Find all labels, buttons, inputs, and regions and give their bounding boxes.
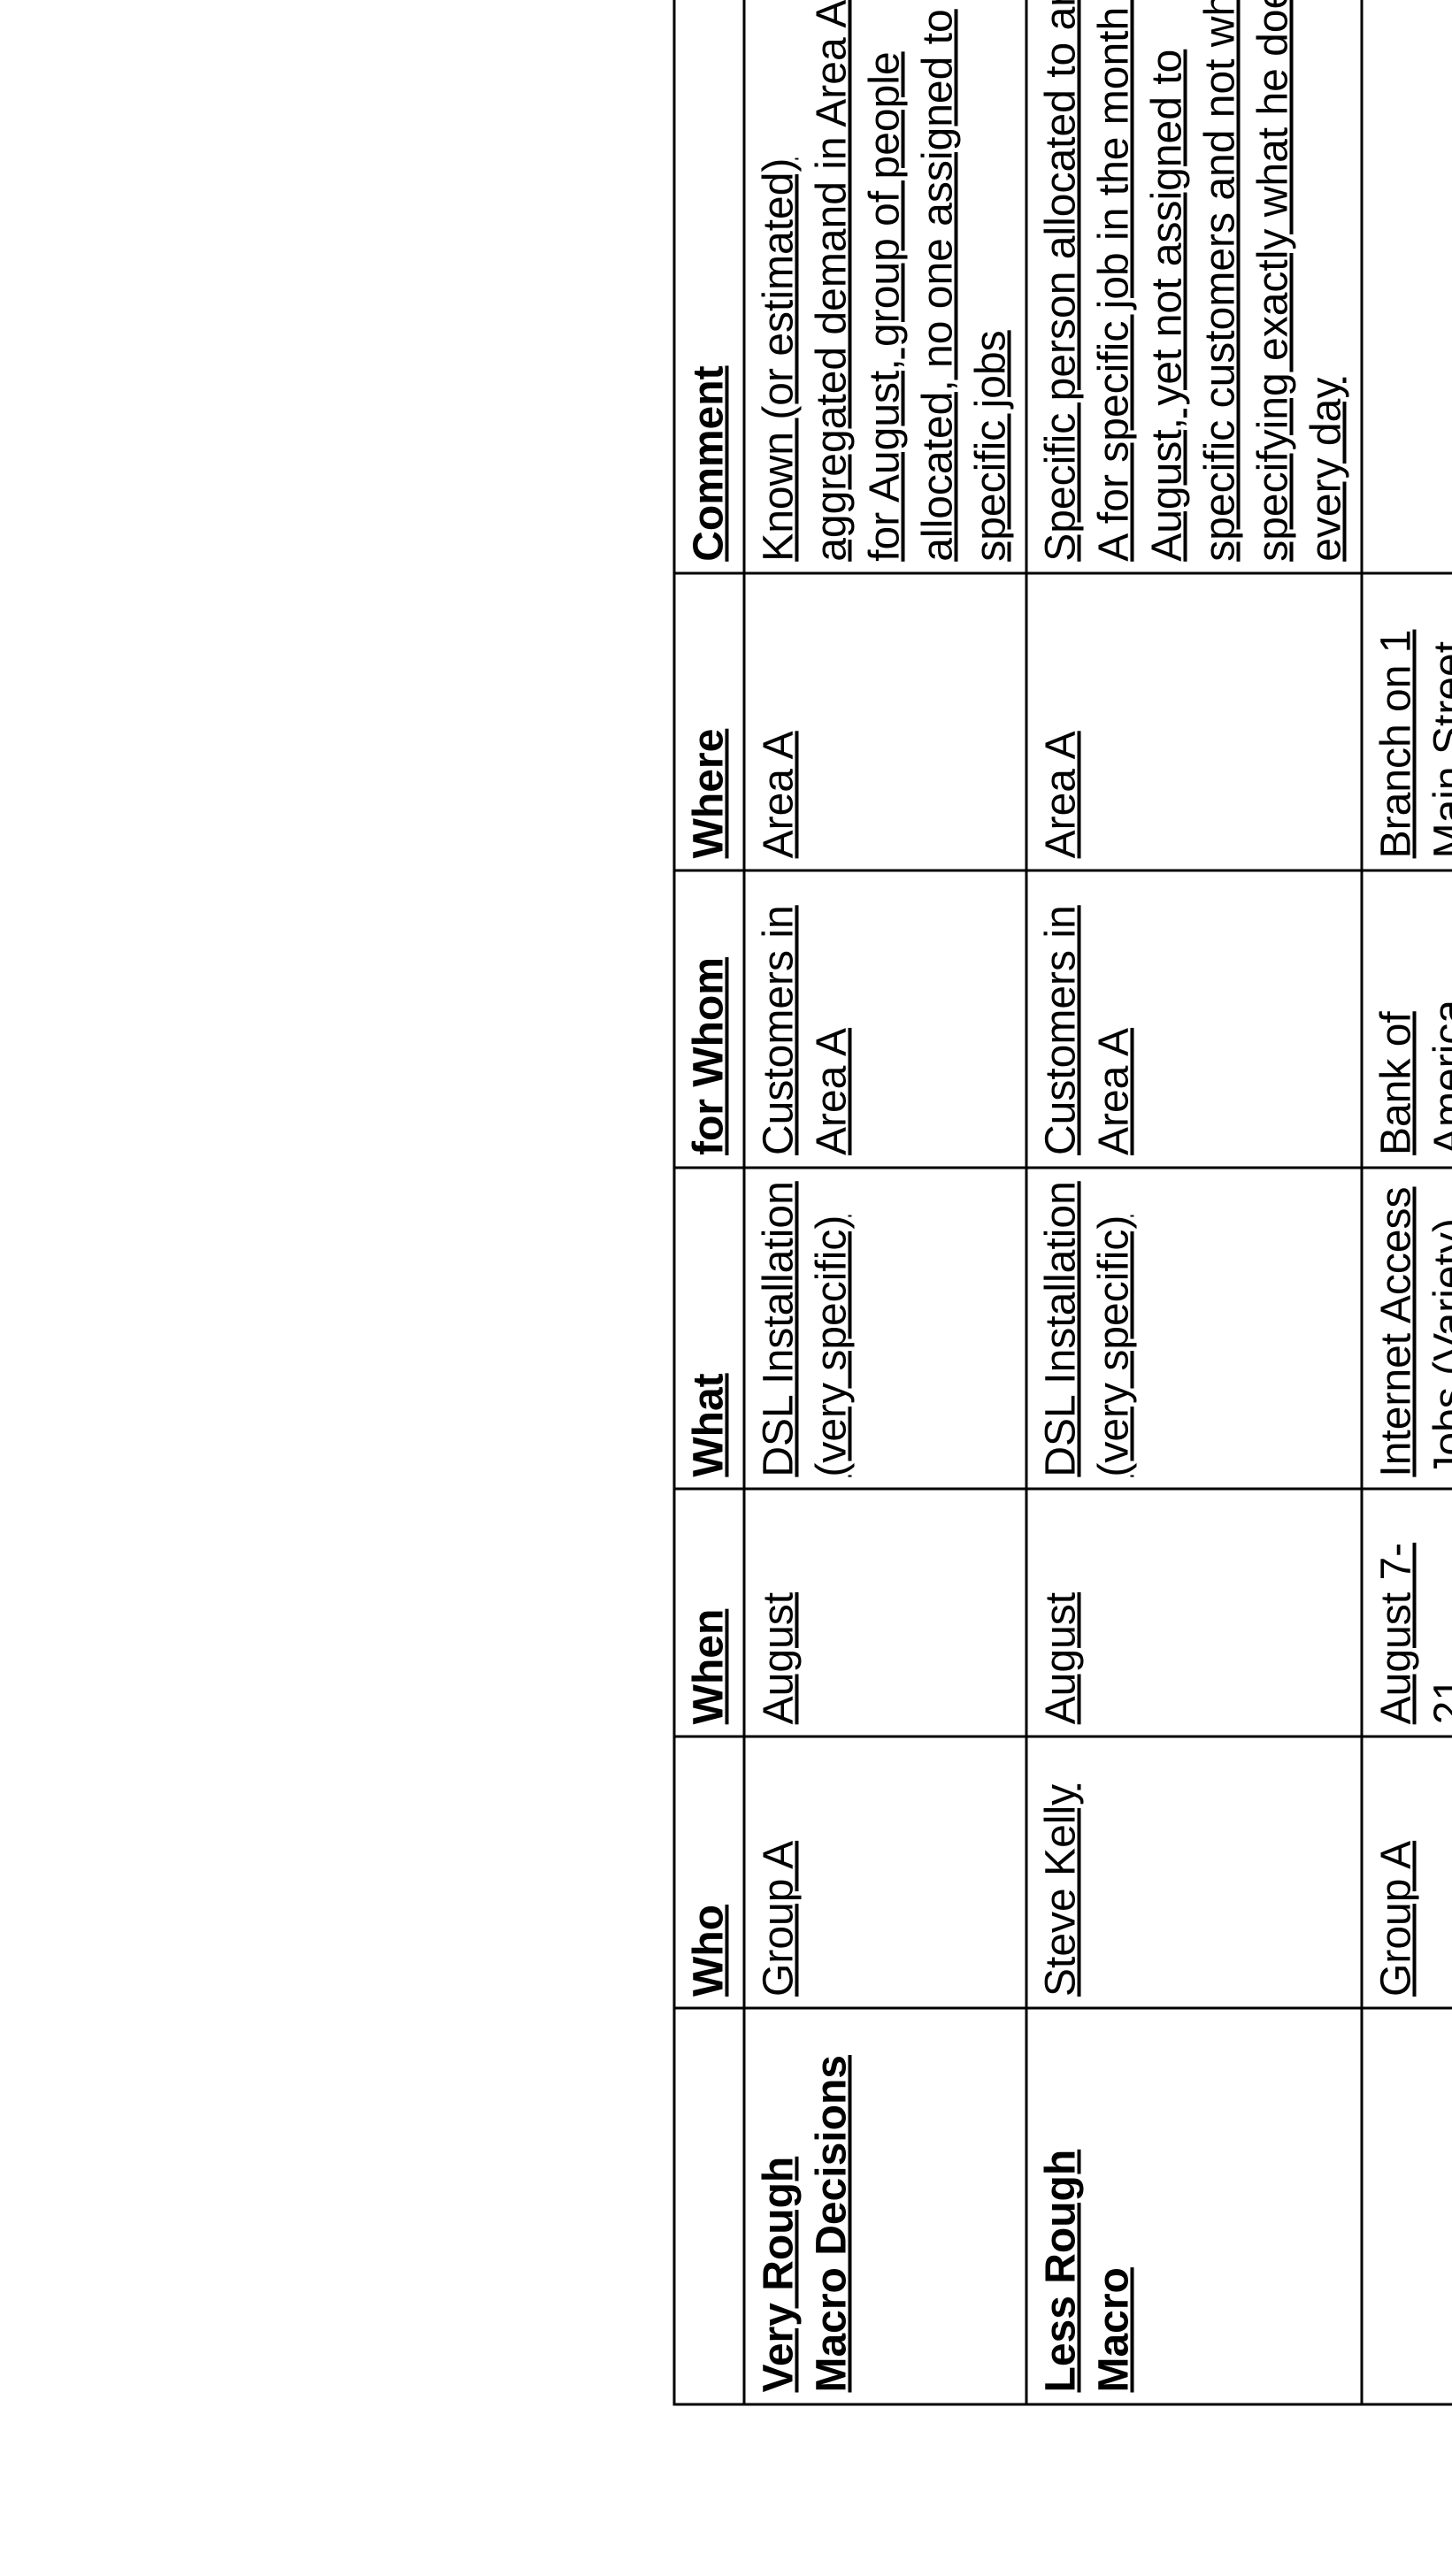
cell-what: Internet Access Jobs (Variety) (1362, 1168, 1452, 1490)
prior-art-table: Who When What for Whom Where Comment Ver… (673, 0, 1452, 2406)
cell-who: Steve Kelly (1026, 1736, 1362, 2009)
row-label: Very Rough Macro Decisions (744, 2008, 1026, 2404)
cell-for-whom: Bank of America (1362, 870, 1452, 1168)
col-header: Comment (674, 0, 744, 573)
row-label (1362, 2008, 1452, 2404)
col-header: Where (674, 573, 744, 870)
cell-where: Branch on 1 Main Street (1362, 573, 1452, 870)
cell-where: Area A (744, 573, 1026, 870)
col-header: When (674, 1489, 744, 1736)
cell-comment (1362, 0, 1452, 573)
table-row: Less Rough Macro Steve Kelly August DSL … (1026, 0, 1362, 2404)
col-header: Who (674, 1736, 744, 2009)
cell-when: August 7-21 (1362, 1489, 1452, 1736)
row-label: Less Rough Macro (1026, 2008, 1362, 2404)
cell-what: DSL Installation (very specific) (744, 1168, 1026, 1490)
table-row: Group A August 7-21 Internet Access Jobs… (1362, 0, 1452, 2404)
cell-comment: Specific person allocated to area A for … (1026, 0, 1362, 573)
table-row: Very Rough Macro Decisions Group A Augus… (744, 0, 1026, 2404)
cell-what: DSL Installation (very specific) (1026, 1168, 1362, 1490)
cell-for-whom: Customers in Area A (1026, 870, 1362, 1168)
col-header: for Whom (674, 870, 744, 1168)
col-header (674, 2008, 744, 2404)
cell-when: August (744, 1489, 1026, 1736)
cell-for-whom: Customers in Area A (744, 870, 1026, 1168)
cell-when: August (1026, 1489, 1362, 1736)
cell-who: Group A (1362, 1736, 1452, 2009)
cell-comment: Known (or estimated) aggregated demand i… (744, 0, 1026, 573)
cell-who: Group A (744, 1736, 1026, 2009)
table-header-row: Who When What for Whom Where Comment (674, 0, 744, 2404)
col-header: What (674, 1168, 744, 1490)
cell-where: Area A (1026, 573, 1362, 870)
